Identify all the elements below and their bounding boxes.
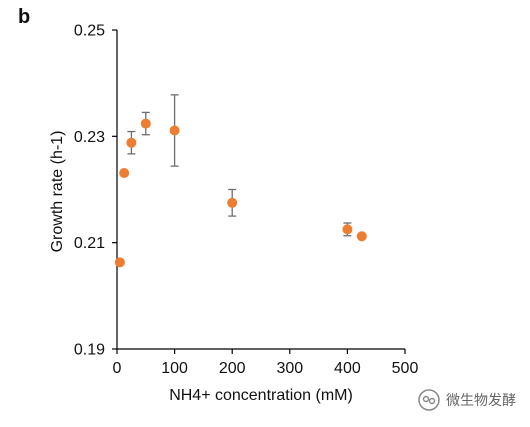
y-tick-label: 0.23 — [74, 129, 105, 146]
y-tick-label: 0.25 — [74, 23, 105, 40]
data-point — [342, 224, 353, 235]
data-point — [126, 137, 137, 148]
y-tick-label: 0.21 — [74, 235, 105, 252]
data-points — [114, 118, 367, 268]
x-tick-label: 400 — [334, 360, 361, 377]
watermark-text: 微生物发酵 — [446, 393, 516, 409]
y-axis-label: Growth rate (h-1) — [49, 131, 66, 253]
x-axis-label: NH4+ concentration (mM) — [169, 387, 353, 404]
data-point — [227, 197, 238, 208]
x-tick-label: 0 — [113, 360, 122, 377]
data-point — [119, 168, 130, 179]
data-point — [169, 125, 180, 136]
wechat-icon — [418, 389, 440, 411]
y-tick-label: 0.19 — [74, 342, 105, 359]
x-tick-label: 300 — [276, 360, 303, 377]
panel-label: b — [18, 6, 31, 28]
axes: 0.19 0.21 0.23 0.25 0 100 200 300 400 500 — [74, 23, 419, 378]
data-point — [356, 231, 367, 242]
error-bars — [127, 94, 352, 237]
data-point — [114, 257, 125, 268]
watermark: 微生物发酵 — [418, 389, 516, 411]
data-point — [140, 118, 151, 129]
x-tick-label: 200 — [219, 360, 246, 377]
x-tick-label: 100 — [161, 360, 188, 377]
x-tick-label: 500 — [392, 360, 419, 377]
